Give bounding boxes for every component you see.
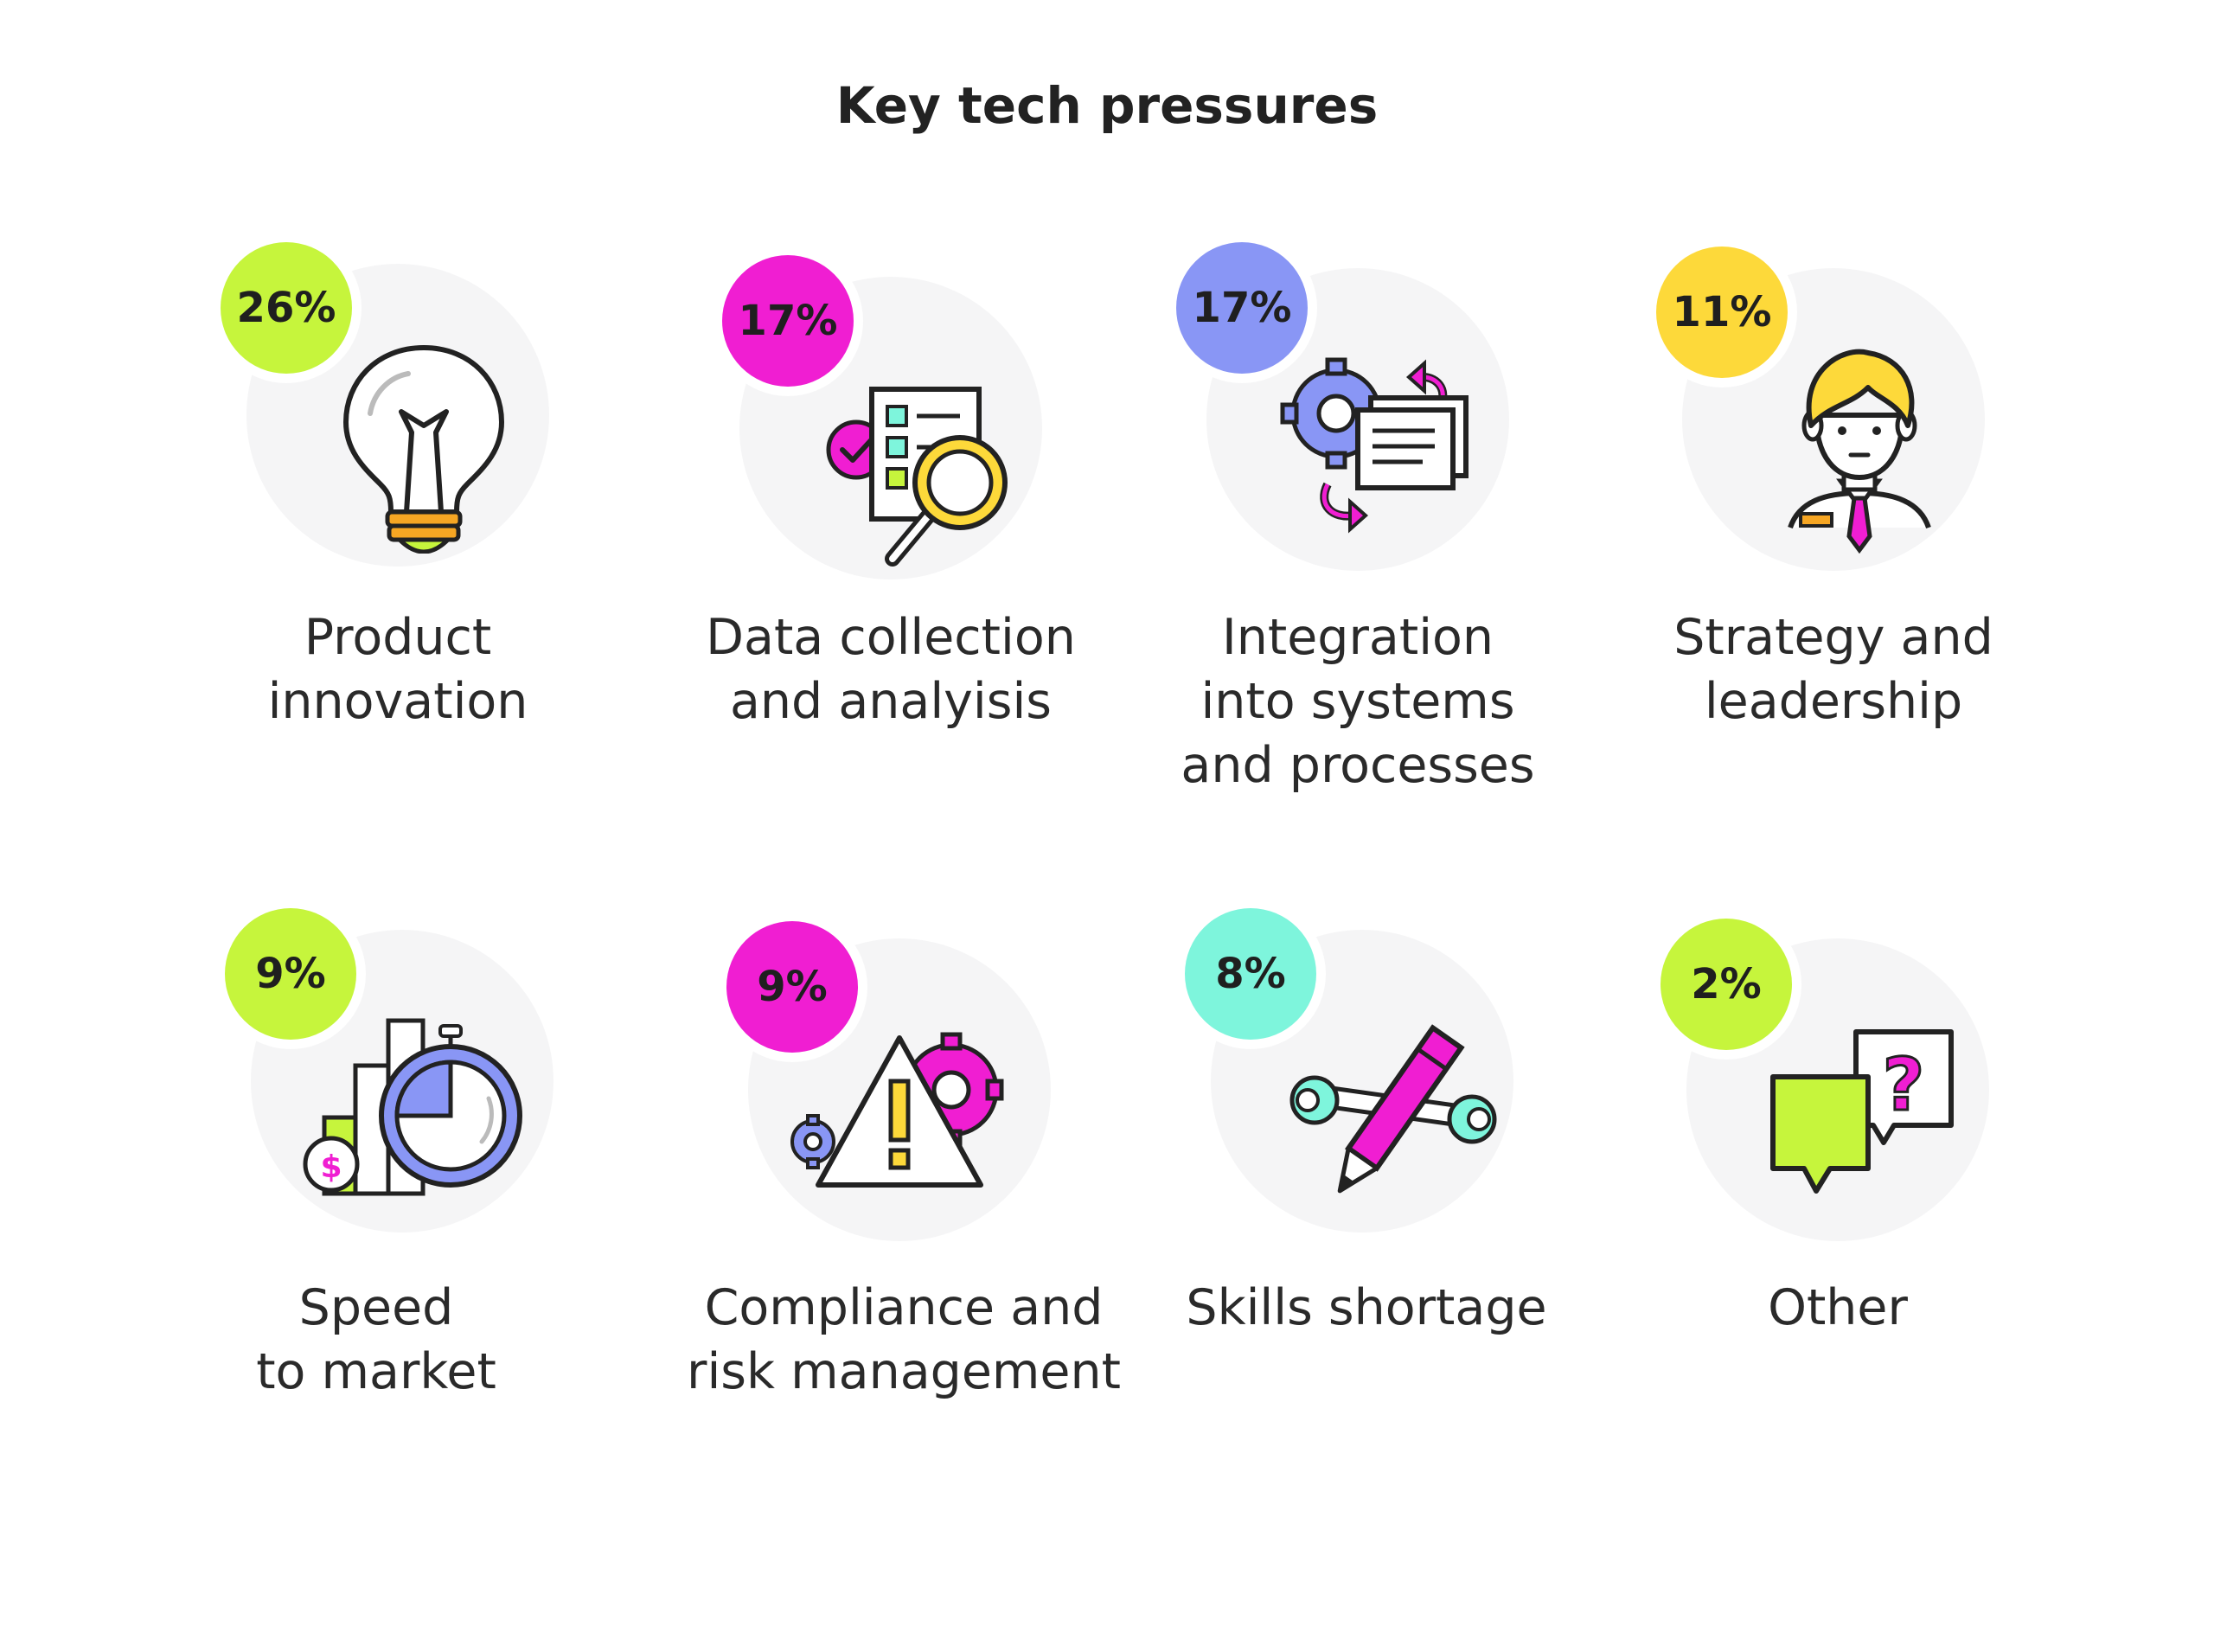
svg-text:?: ? — [1883, 1042, 1925, 1127]
percentage-badge: 8% — [1185, 908, 1316, 1040]
item-compliance: 9% Compliance and risk management — [644, 874, 1163, 1652]
item-label: Strategy and leadership — [1673, 609, 1993, 730]
item-data-collection: 17% Data collection and analyisis — [631, 208, 1150, 986]
item-label: Compliance and risk management — [687, 1279, 1121, 1400]
item-label: Integration into systems and processes — [1181, 609, 1535, 794]
percentage-badge: 11% — [1656, 247, 1788, 378]
percentage-badge: 17% — [1176, 242, 1308, 374]
percentage-badge: 17% — [722, 255, 854, 387]
pencil-wrench-icon — [1280, 1003, 1505, 1228]
item-other: ? 2% Other — [1578, 874, 2097, 1652]
lightbulb-icon — [311, 329, 536, 554]
page-title: Key tech pressures — [835, 76, 1379, 135]
percentage-badge: 2% — [1660, 919, 1792, 1050]
item-label: Data collection and analyisis — [706, 609, 1076, 730]
stopwatch-chart-icon: $ — [298, 1003, 523, 1228]
item-label: Other — [1768, 1279, 1908, 1336]
checklist-magnifier-icon — [804, 355, 1029, 579]
speech-bubbles-icon: ? — [1747, 1016, 1972, 1241]
item-product-innovation: 26% Product innovation — [138, 208, 657, 986]
item-speed-to-market: $ 9% Speed to market — [117, 874, 636, 1652]
percentage-badge: 9% — [225, 908, 356, 1040]
item-skills-shortage: 8% Skills shortage — [1107, 874, 1626, 1652]
item-label: Speed to market — [256, 1279, 496, 1400]
item-label: Skills shortage — [1186, 1279, 1547, 1336]
item-strategy-leadership: 11% Strategy and leadership — [1574, 208, 2093, 986]
percentage-badge: 26% — [221, 242, 352, 374]
businessman-icon — [1747, 329, 1972, 554]
percentage-badge: 9% — [726, 921, 858, 1053]
svg-text:$: $ — [320, 1149, 342, 1185]
gears-documents-icon — [1267, 337, 1492, 562]
warning-gears-icon — [787, 1012, 1012, 1237]
item-label: Product innovation — [267, 609, 528, 730]
item-integration: 17% Integration into systems and process… — [1098, 208, 1617, 986]
